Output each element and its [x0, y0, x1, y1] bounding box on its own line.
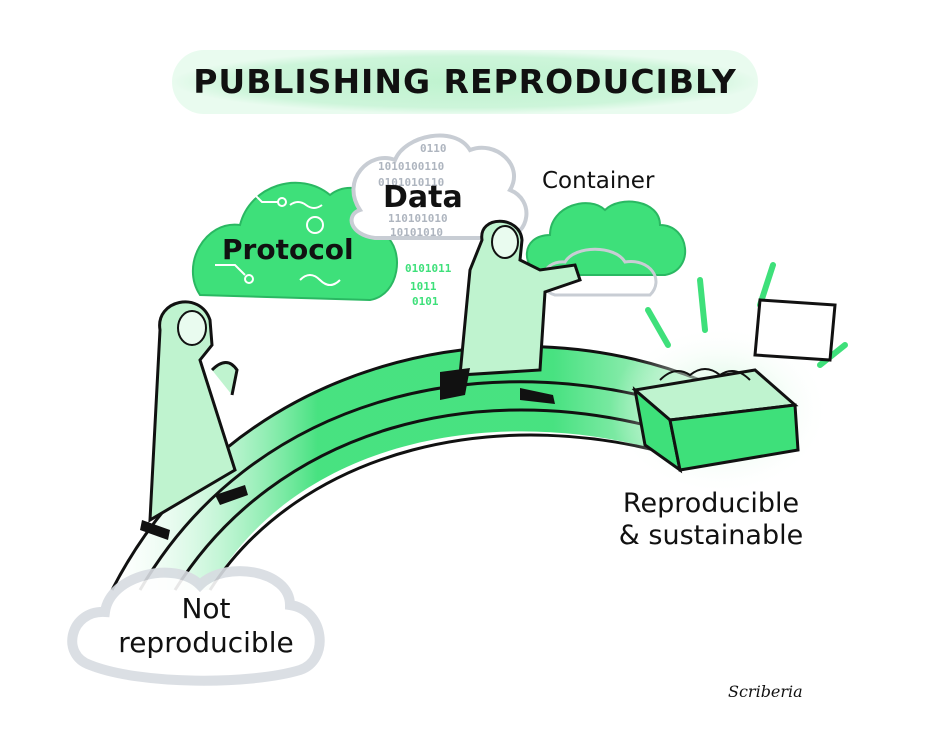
data-cloud: [349, 133, 529, 240]
binary-digit-string: 0110: [420, 142, 447, 155]
artist-signature: Scriberia: [728, 682, 803, 701]
reproducible-label-line1: Reproducible: [622, 488, 800, 519]
binary-digit-string: 0101: [412, 295, 439, 308]
binary-digit-string: 0101010110: [378, 176, 444, 189]
binary-digit-string: 10101010: [390, 226, 443, 239]
page-title: PUBLISHING REPRODUCIBLY: [193, 61, 737, 101]
not-reproducible-label: Not reproducible: [96, 592, 316, 659]
not-reproducible-cloud: [67, 566, 325, 686]
person-climbing: [140, 300, 248, 540]
binary-digits: 0110 1010100110 0101010110 1101010101010101…: [378, 142, 452, 308]
container-cloud: [525, 200, 687, 297]
container-label: Container: [542, 168, 655, 194]
data-label: Data: [383, 180, 463, 215]
reproducible-label-line2: & sustainable: [618, 520, 804, 552]
reproducible-label: Reproducible & sustainable: [596, 488, 826, 553]
title-banner: [172, 50, 758, 114]
not-reproducible-label-line2: reproducible: [118, 625, 294, 659]
binary-digit-string: 0101011: [405, 262, 452, 275]
treasure-chest: [610, 262, 848, 495]
protocol-label: Protocol: [222, 233, 354, 266]
binary-digit-string: 110101010: [388, 212, 448, 225]
protocol-cloud: [191, 181, 398, 302]
person-running: [440, 219, 582, 404]
not-reproducible-label-line1: Not: [181, 592, 231, 625]
binary-digit-string: 1011: [410, 280, 437, 293]
binary-digit-string: 1010100110: [378, 160, 444, 173]
